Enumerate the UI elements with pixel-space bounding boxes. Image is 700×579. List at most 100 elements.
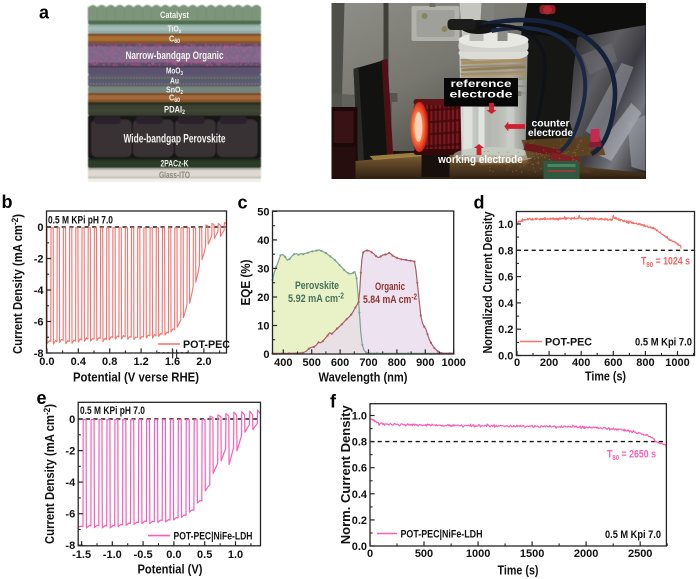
- svg-text:Norm. Current Density: Norm. Current Density: [339, 405, 353, 544]
- svg-text:0: 0: [514, 357, 520, 369]
- svg-text:d: d: [474, 193, 485, 213]
- svg-text:800: 800: [636, 357, 654, 369]
- svg-text:Au: Au: [170, 77, 179, 86]
- svg-text:0.5 M KPi pH 7.0: 0.5 M KPi pH 7.0: [80, 405, 145, 417]
- svg-text:400: 400: [572, 357, 590, 369]
- svg-text:0.0: 0.0: [166, 549, 181, 561]
- svg-text:0: 0: [37, 222, 43, 234]
- svg-text:1.0: 1.0: [228, 549, 243, 561]
- svg-text:1000: 1000: [441, 357, 465, 369]
- svg-text:PDAI2: PDAI2: [164, 105, 186, 117]
- svg-text:900: 900: [416, 357, 434, 369]
- svg-text:electrode: electrode: [450, 89, 513, 101]
- svg-text:0: 0: [69, 414, 75, 426]
- svg-text:1.0: 1.0: [498, 219, 513, 231]
- svg-text:2PACz-K: 2PACz-K: [161, 159, 189, 169]
- svg-text:C60: C60: [169, 93, 181, 105]
- svg-text:Current Density (mA cm-2): Current Density (mA cm-2): [42, 404, 57, 544]
- svg-text:T80 = 1024 s: T80 = 1024 s: [641, 256, 690, 270]
- svg-text:T80 = 2650 s: T80 = 2650 s: [607, 449, 656, 463]
- svg-text:electrode: electrode: [528, 127, 573, 139]
- svg-text:TiOx: TiOx: [168, 24, 183, 36]
- svg-text:-4: -4: [34, 285, 45, 297]
- svg-text:20: 20: [257, 292, 269, 304]
- svg-text:f: f: [330, 392, 337, 412]
- svg-text:0.8: 0.8: [498, 245, 513, 257]
- svg-text:1000: 1000: [665, 357, 689, 369]
- svg-text:working electrode: working electrode: [437, 154, 522, 166]
- svg-text:0.4: 0.4: [71, 356, 87, 368]
- svg-text:1.0: 1.0: [352, 411, 367, 423]
- svg-text:c: c: [238, 193, 248, 213]
- svg-text:1500: 1500: [520, 548, 544, 560]
- svg-text:-2: -2: [65, 446, 75, 458]
- svg-text:500: 500: [415, 548, 433, 560]
- svg-text:POT-PEC|NiFe-LDH: POT-PEC|NiFe-LDH: [401, 529, 483, 541]
- svg-text:600: 600: [331, 357, 349, 369]
- svg-text:0.6: 0.6: [498, 272, 513, 284]
- svg-text:1.2: 1.2: [133, 356, 148, 368]
- svg-text:Current Density (mA cm-2): Current Density (mA cm-2): [10, 214, 25, 354]
- svg-text:SnO2: SnO2: [166, 85, 183, 97]
- svg-text:0.0: 0.0: [39, 356, 54, 368]
- svg-text:50: 50: [257, 206, 269, 218]
- svg-text:0.6: 0.6: [352, 463, 367, 475]
- svg-text:5.92 mA cm-2: 5.92 mA cm-2: [288, 292, 344, 306]
- svg-text:0.5 M Kpi 7.0: 0.5 M Kpi 7.0: [605, 529, 661, 541]
- svg-text:0: 0: [367, 548, 373, 560]
- svg-text:0.0: 0.0: [352, 541, 367, 553]
- svg-text:b: b: [2, 192, 13, 212]
- svg-text:e: e: [37, 388, 47, 408]
- svg-text:2.0: 2.0: [196, 356, 211, 368]
- svg-text:reference: reference: [451, 78, 512, 90]
- svg-text:700: 700: [359, 357, 377, 369]
- svg-text:POT-PEC: POT-PEC: [545, 337, 592, 349]
- svg-text:Perovskite: Perovskite: [295, 280, 339, 292]
- svg-text:Organic: Organic: [375, 281, 405, 293]
- svg-text:counter: counter: [532, 118, 570, 130]
- svg-text:EQE (%): EQE (%): [239, 260, 253, 306]
- svg-text:-0.5: -0.5: [134, 549, 153, 561]
- svg-text:Glass-ITO: Glass-ITO: [159, 170, 190, 180]
- svg-text:-6: -6: [65, 509, 75, 521]
- svg-text:Catalyst: Catalyst: [160, 10, 189, 20]
- svg-text:200: 200: [540, 357, 558, 369]
- svg-text:0.5 M Kpi 7.0: 0.5 M Kpi 7.0: [635, 337, 692, 349]
- svg-text:0.8: 0.8: [352, 437, 367, 449]
- svg-text:-4: -4: [65, 477, 76, 489]
- svg-text:POT-PEC: POT-PEC: [183, 339, 230, 351]
- svg-text:C60: C60: [169, 34, 181, 46]
- svg-text:-1.0: -1.0: [103, 549, 122, 561]
- svg-text:Wavelength (nm): Wavelength (nm): [319, 371, 408, 385]
- svg-text:0.4: 0.4: [352, 489, 368, 501]
- svg-text:2500: 2500: [628, 548, 652, 560]
- svg-text:800: 800: [388, 357, 406, 369]
- svg-text:500: 500: [303, 357, 321, 369]
- svg-text:-8: -8: [34, 348, 44, 360]
- svg-text:-6: -6: [34, 317, 44, 329]
- svg-text:0.2: 0.2: [498, 324, 513, 336]
- svg-text:400: 400: [274, 357, 292, 369]
- svg-text:0.5: 0.5: [197, 549, 212, 561]
- svg-text:-2: -2: [34, 254, 44, 266]
- svg-text:40: 40: [257, 235, 269, 247]
- svg-text:0.4: 0.4: [498, 298, 514, 310]
- svg-text:30: 30: [257, 263, 269, 275]
- svg-text:0.5 M KPi pH 7.0: 0.5 M KPi pH 7.0: [48, 215, 113, 227]
- svg-text:2000: 2000: [574, 548, 598, 560]
- svg-text:0: 0: [263, 349, 269, 361]
- svg-text:Normalized Current Density: Normalized Current Density: [481, 211, 495, 353]
- svg-text:MoO3: MoO3: [166, 67, 183, 78]
- svg-text:0.8: 0.8: [102, 356, 117, 368]
- svg-text:Narrow-bandgap Organic: Narrow-bandgap Organic: [126, 50, 224, 62]
- svg-text:Time (s): Time (s): [585, 370, 626, 384]
- svg-text:0.0: 0.0: [498, 351, 513, 363]
- svg-text:1000: 1000: [466, 548, 490, 560]
- svg-text:5.84 mA cm-2: 5.84 mA cm-2: [363, 293, 417, 307]
- svg-text:600: 600: [604, 357, 622, 369]
- svg-text:Wide-bandgap Perovskite: Wide-bandgap Perovskite: [124, 134, 226, 146]
- svg-text:-8: -8: [65, 540, 75, 552]
- svg-text:Potential (V verse RHE): Potential (V verse RHE): [73, 371, 199, 385]
- svg-text:-1.5: -1.5: [72, 549, 91, 561]
- svg-text:a: a: [39, 3, 50, 23]
